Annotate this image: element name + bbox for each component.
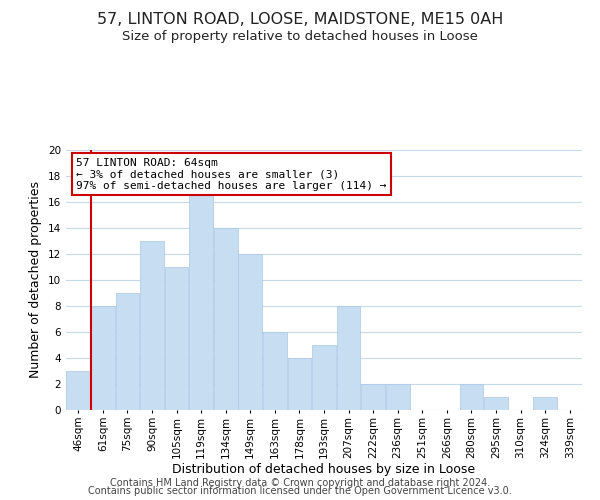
Bar (337, 306, 361, 410)
Bar (484, 397, 508, 410)
Y-axis label: Number of detached properties: Number of detached properties (29, 182, 43, 378)
Bar (238, 254, 262, 410)
Bar (164, 267, 188, 410)
Bar (533, 397, 557, 410)
Bar (214, 228, 238, 410)
Bar (460, 384, 484, 410)
Bar (91, 306, 115, 410)
Bar (287, 358, 311, 410)
Text: Contains HM Land Registry data © Crown copyright and database right 2024.: Contains HM Land Registry data © Crown c… (110, 478, 490, 488)
Text: 57, LINTON ROAD, LOOSE, MAIDSTONE, ME15 0AH: 57, LINTON ROAD, LOOSE, MAIDSTONE, ME15 … (97, 12, 503, 28)
Text: 57 LINTON ROAD: 64sqm
← 3% of detached houses are smaller (3)
97% of semi-detach: 57 LINTON ROAD: 64sqm ← 3% of detached h… (76, 158, 387, 191)
X-axis label: Distribution of detached houses by size in Loose: Distribution of detached houses by size … (172, 463, 476, 476)
Bar (361, 384, 385, 410)
Bar (312, 345, 336, 410)
Bar (263, 332, 287, 410)
Bar (386, 384, 410, 410)
Bar (140, 241, 164, 410)
Text: Contains public sector information licensed under the Open Government Licence v3: Contains public sector information licen… (88, 486, 512, 496)
Bar (67, 371, 90, 410)
Text: Size of property relative to detached houses in Loose: Size of property relative to detached ho… (122, 30, 478, 43)
Bar (116, 293, 139, 410)
Bar (189, 189, 213, 410)
